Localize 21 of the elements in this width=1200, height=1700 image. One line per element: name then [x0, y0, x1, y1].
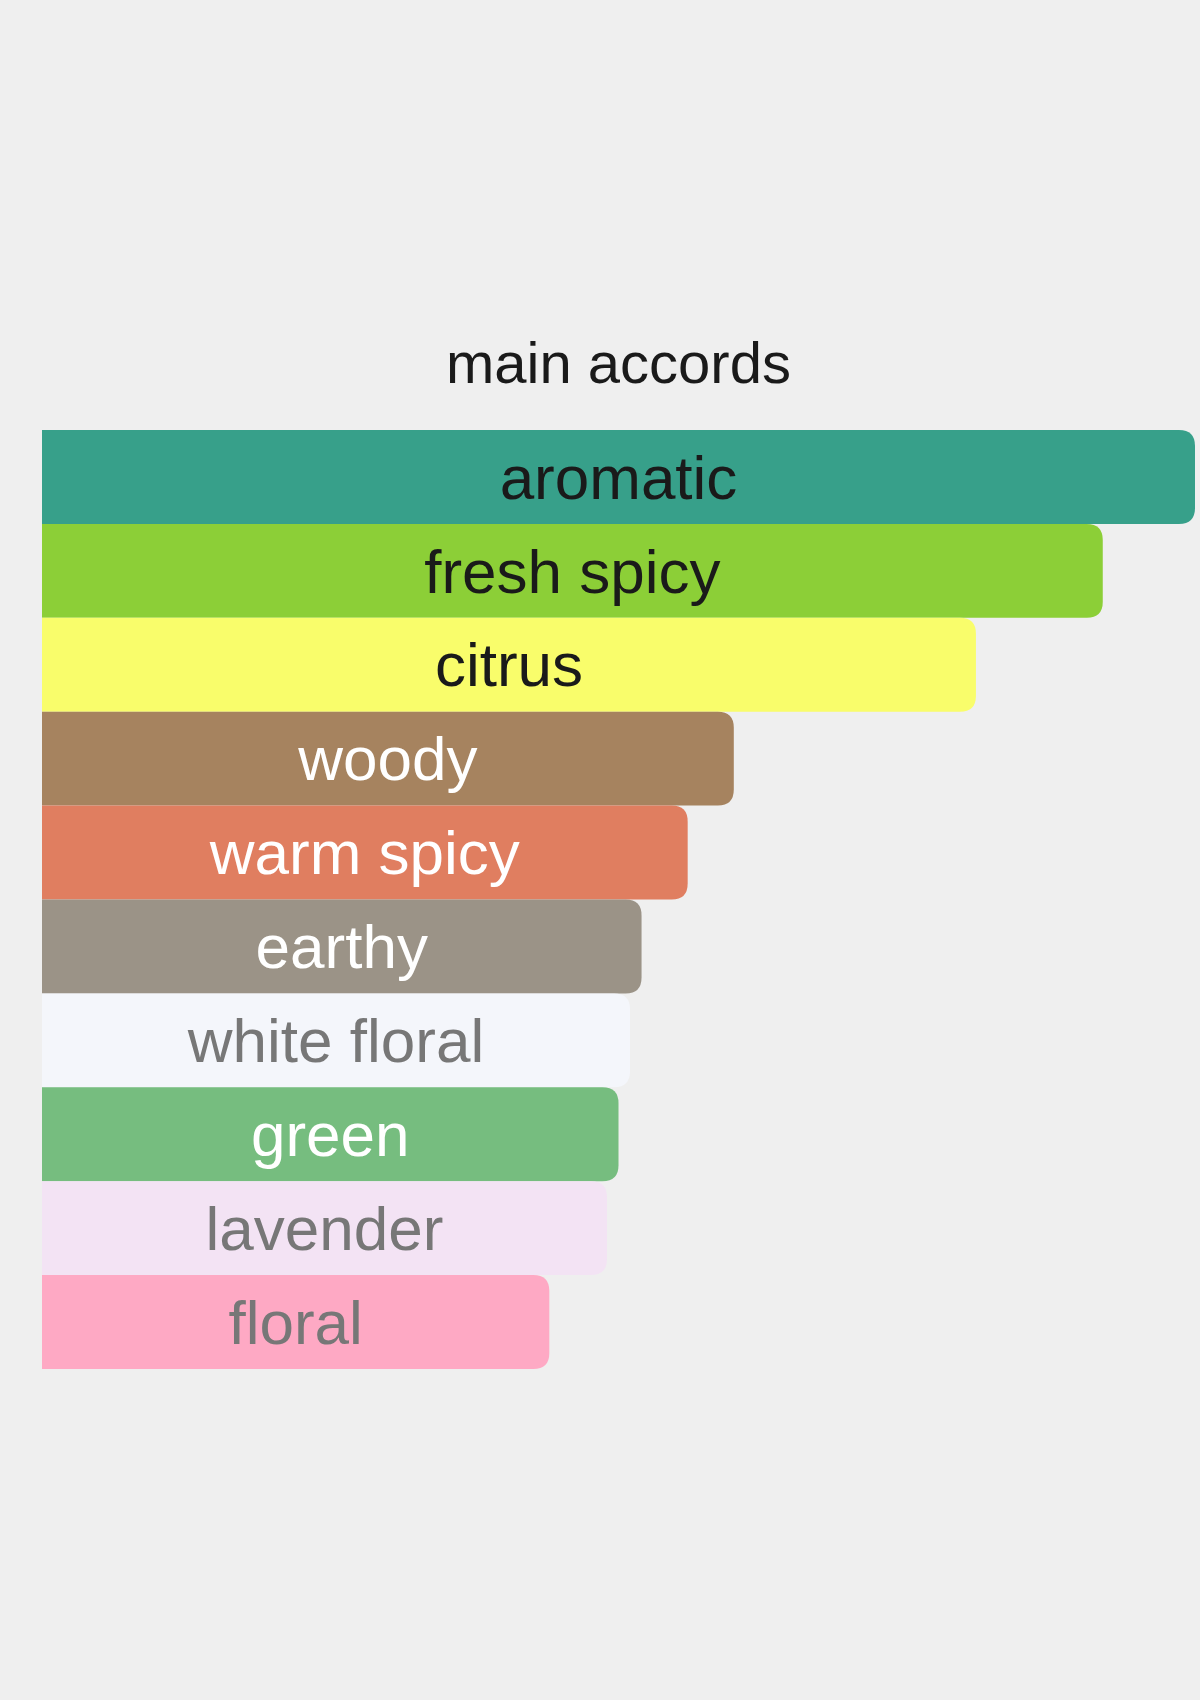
bar — [42, 711, 734, 806]
bar — [42, 523, 1103, 618]
y-tick-label: green — [250, 1099, 410, 1169]
y-tick-label: white floral — [186, 1006, 485, 1076]
y-tick-label: lavender — [205, 1193, 444, 1263]
bar — [42, 1181, 607, 1276]
bar — [42, 430, 1195, 524]
y-tick-label: aromatic — [499, 442, 738, 512]
bar — [42, 899, 642, 994]
bar — [42, 617, 976, 712]
y-tick-label: citrus — [434, 630, 584, 700]
y-tick-label: warm spicy — [208, 818, 520, 888]
y-tick-label: woody — [297, 724, 478, 794]
bar — [42, 993, 631, 1088]
y-tick-label: fresh spicy — [424, 536, 721, 606]
bar — [42, 1087, 619, 1182]
bar — [42, 1275, 550, 1369]
y-tick-label: floral — [228, 1287, 363, 1357]
bar — [42, 805, 688, 900]
chart-title: main accords — [446, 330, 791, 395]
y-tick-label: earthy — [255, 912, 428, 982]
